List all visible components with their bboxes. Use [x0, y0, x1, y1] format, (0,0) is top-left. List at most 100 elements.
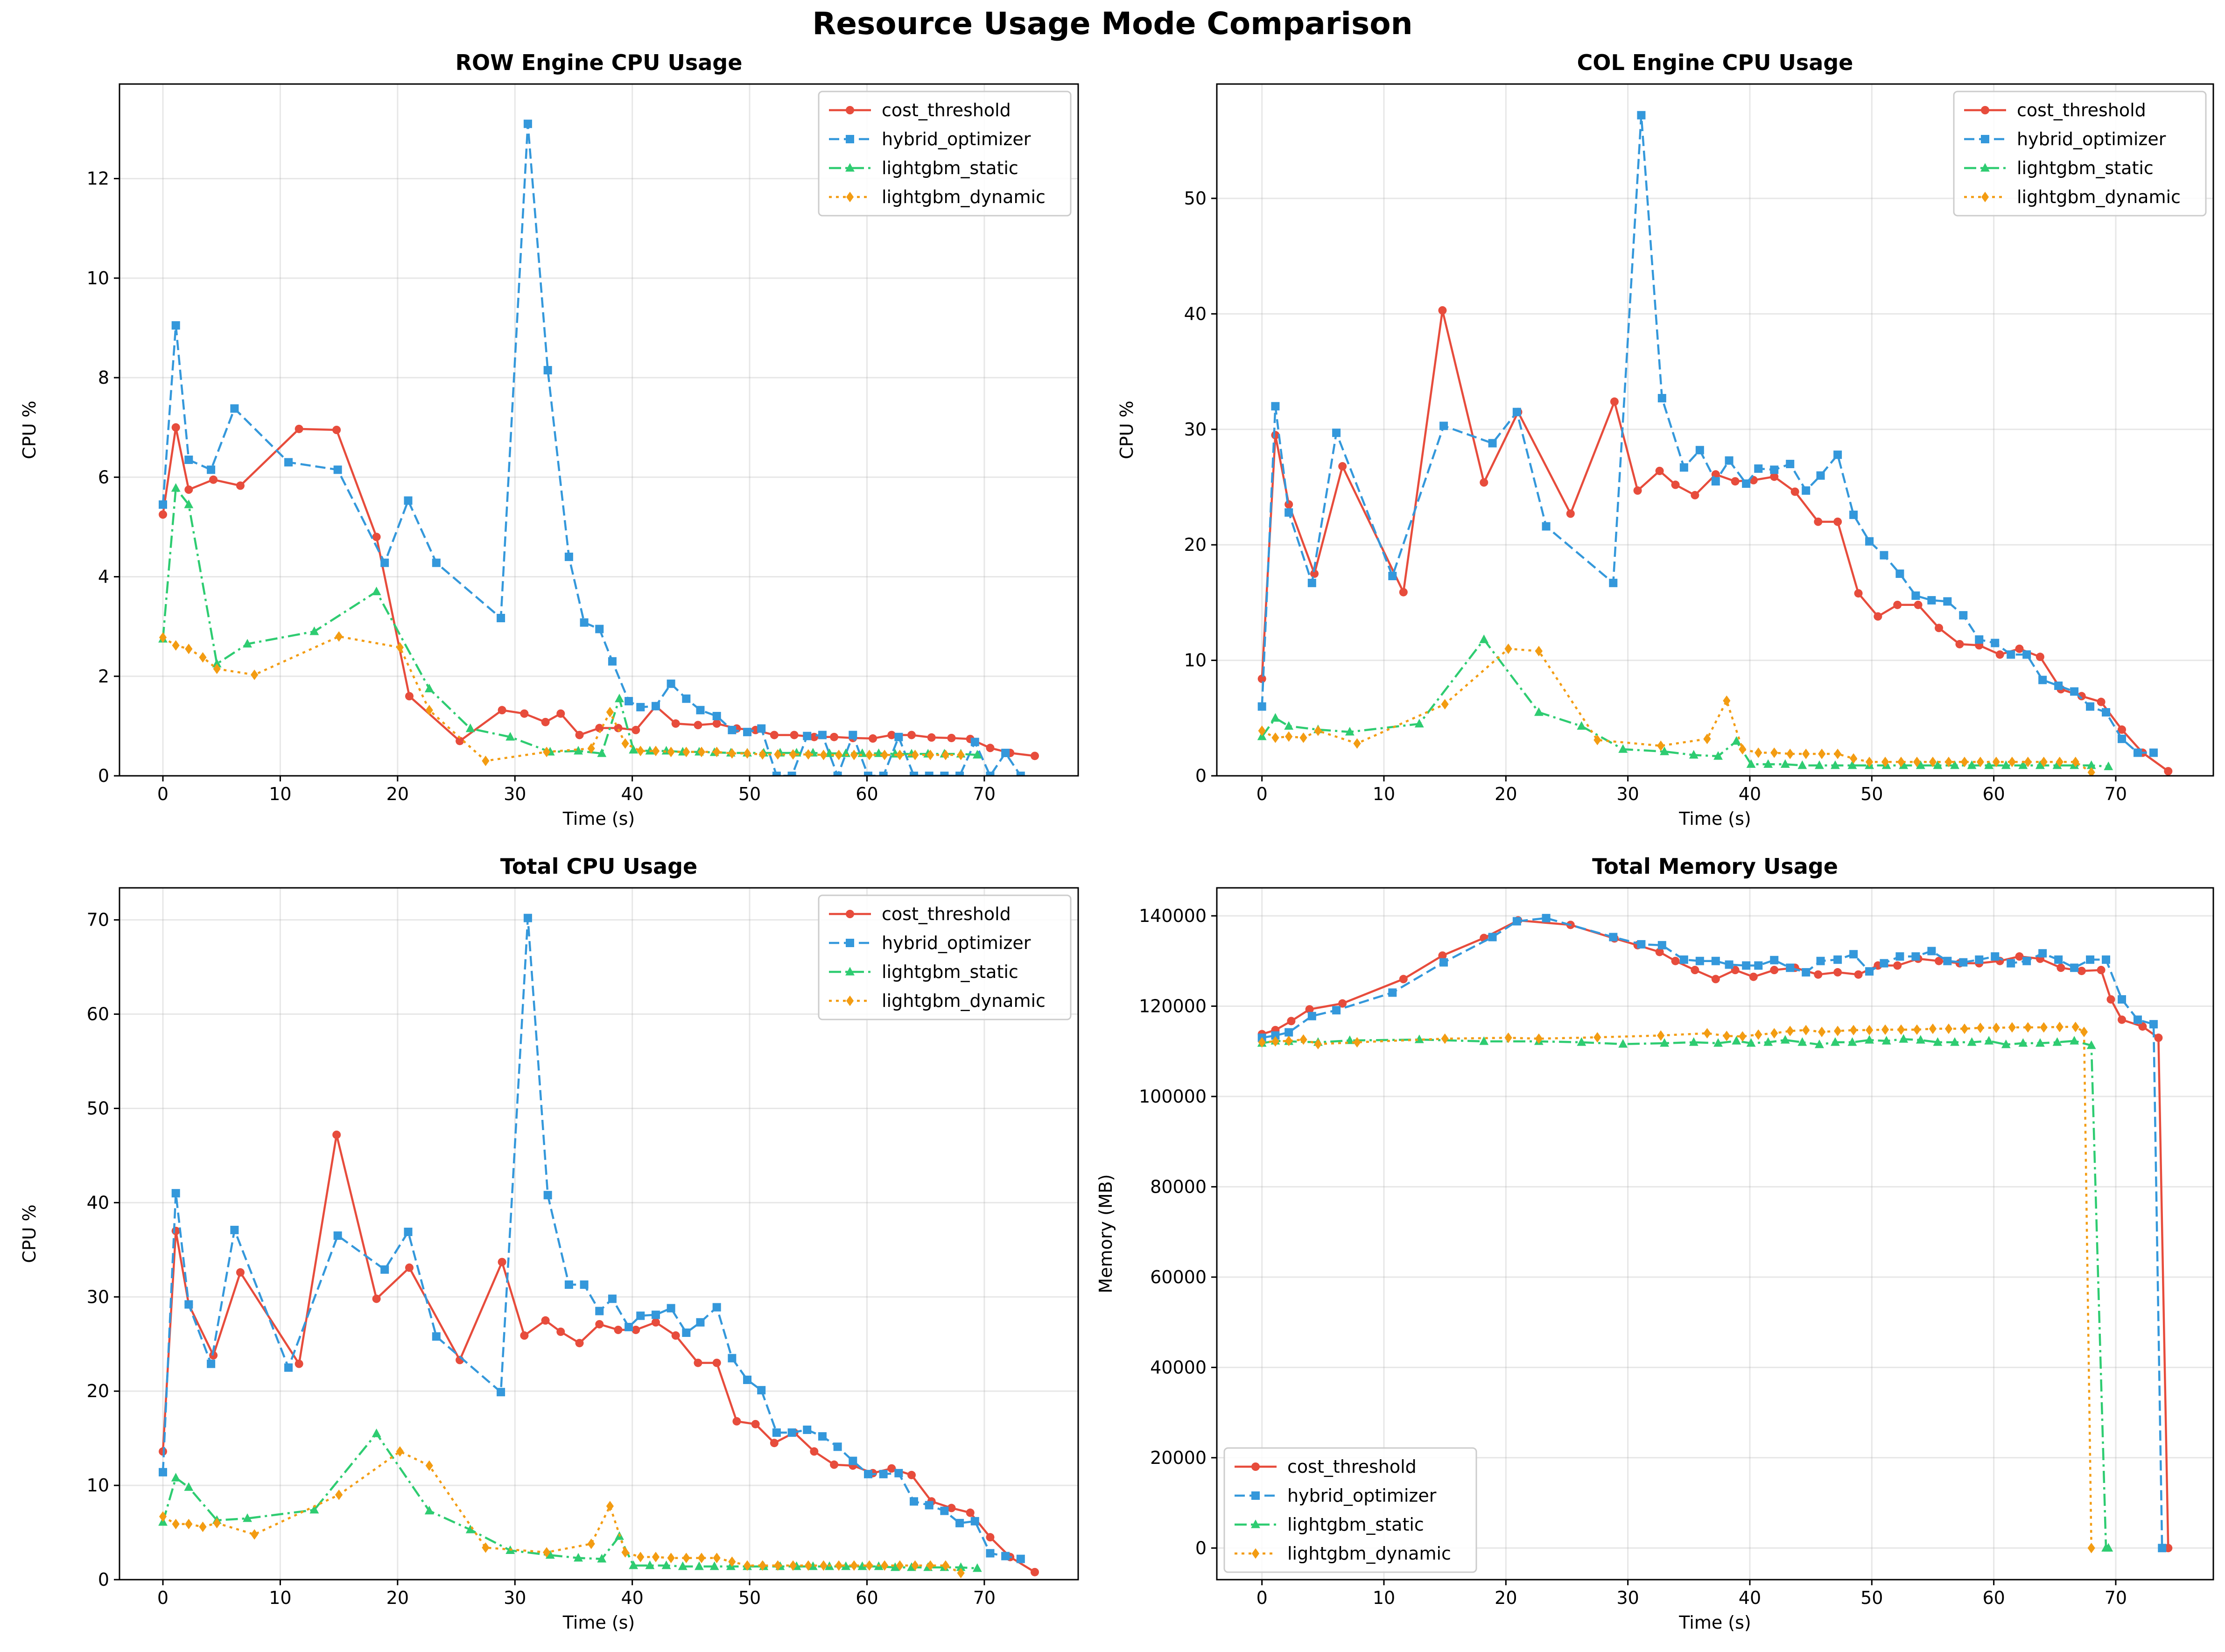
- series-line-lightgbm-static: [1261, 638, 2109, 768]
- data-point: [1711, 956, 1720, 965]
- data-point: [1847, 1037, 1857, 1046]
- data-point: [1271, 402, 1280, 411]
- legend-swatch-marker: [846, 995, 854, 1006]
- data-point: [1950, 760, 1959, 769]
- data-point: [1307, 578, 1316, 587]
- data-point: [1703, 733, 1711, 745]
- y-tick-label: 0: [98, 766, 109, 786]
- data-point: [1927, 947, 1936, 956]
- data-point: [1742, 961, 1751, 970]
- data-point: [1691, 966, 1699, 975]
- y-tick-label: 20: [1184, 534, 1207, 555]
- series-line-hybrid-optimizer: [161, 123, 1022, 776]
- data-point: [770, 1439, 779, 1448]
- legend-label: cost_threshold: [882, 100, 1011, 120]
- data-point: [1959, 958, 1968, 967]
- data-point: [726, 1561, 736, 1570]
- data-point: [2086, 1040, 2096, 1049]
- data-point: [789, 749, 797, 760]
- data-point: [575, 731, 584, 739]
- data-point: [910, 1497, 919, 1506]
- data-point: [212, 659, 222, 668]
- legend-swatch-marker: [1251, 1462, 1260, 1471]
- data-point: [2040, 757, 2048, 767]
- legend-item-lightgbm-dynamic: lightgbm_dynamic: [1964, 187, 2181, 207]
- data-point: [456, 737, 464, 745]
- data-point: [615, 693, 624, 703]
- data-point: [2087, 1543, 2095, 1554]
- data-point: [2052, 1037, 2062, 1046]
- data-point: [295, 1359, 303, 1368]
- x-tick-label: 10: [269, 784, 291, 804]
- data-point: [879, 1469, 888, 1478]
- data-point: [1913, 757, 1921, 767]
- data-point: [1689, 1037, 1699, 1046]
- data-point: [894, 732, 903, 741]
- x-tick-label: 0: [157, 1588, 168, 1608]
- data-point: [1865, 537, 1874, 546]
- data-point: [230, 1225, 239, 1234]
- data-point: [955, 772, 964, 776]
- legend-swatch-marker: [846, 939, 854, 947]
- data-point: [907, 1470, 916, 1479]
- data-point: [678, 1561, 688, 1570]
- data-point: [682, 694, 691, 703]
- y-tick-label: 100000: [1139, 1086, 1207, 1107]
- legend-label: hybrid_optimizer: [882, 129, 1031, 149]
- data-point: [207, 465, 216, 474]
- data-point: [1657, 941, 1666, 949]
- data-point: [865, 1560, 873, 1571]
- data-point: [199, 652, 207, 663]
- data-point: [1914, 600, 1923, 609]
- data-point: [1899, 1034, 1909, 1043]
- data-point: [1831, 1037, 1840, 1046]
- data-point: [1542, 522, 1551, 531]
- x-tick-label: 70: [2105, 784, 2127, 804]
- data-point: [2070, 687, 2079, 696]
- legend-swatch-marker: [845, 967, 855, 976]
- data-point: [185, 1518, 193, 1530]
- chart-title: Total CPU Usage: [500, 854, 697, 879]
- data-point: [955, 1518, 964, 1527]
- y-axis-label: CPU %: [19, 401, 40, 459]
- data-point: [1780, 759, 1790, 768]
- data-point: [2054, 682, 2063, 690]
- data-point: [1695, 956, 1704, 965]
- y-tick-label: 6: [98, 467, 109, 487]
- data-point: [284, 458, 293, 467]
- legend-swatch-marker: [1251, 1548, 1260, 1559]
- data-point: [243, 639, 252, 648]
- data-point: [1679, 955, 1688, 964]
- data-point: [1399, 588, 1408, 597]
- data-point: [894, 1469, 903, 1477]
- x-tick-label: 70: [973, 784, 996, 804]
- data-point: [213, 663, 221, 675]
- data-point: [372, 1428, 381, 1437]
- legend-swatch-marker: [1251, 1491, 1260, 1500]
- series-lightgbm-dynamic: [1258, 1021, 2095, 1554]
- data-point: [637, 745, 645, 756]
- data-point: [835, 749, 843, 760]
- data-point: [1895, 569, 1904, 578]
- data-point: [1353, 1037, 1361, 1048]
- data-point: [887, 731, 896, 739]
- data-point: [1746, 759, 1756, 768]
- data-point: [1975, 955, 1984, 964]
- data-point: [1950, 1037, 1959, 1046]
- data-point: [1976, 1022, 1984, 1033]
- legend-item-lightgbm-static: lightgbm_static: [829, 962, 1018, 982]
- series-line-lightgbm-dynamic: [1261, 647, 2092, 773]
- y-tick-label: 60000: [1150, 1267, 1207, 1287]
- data-point: [1284, 721, 1294, 730]
- x-tick-label: 70: [2105, 1588, 2127, 1608]
- data-point: [2086, 702, 2095, 711]
- data-point: [887, 1464, 896, 1473]
- legend-item-hybrid-optimizer: hybrid_optimizer: [1235, 1485, 1437, 1506]
- data-point: [1849, 510, 1858, 519]
- data-point: [621, 738, 629, 749]
- data-point: [966, 1508, 975, 1517]
- data-point: [2018, 760, 2028, 769]
- data-point: [1657, 740, 1665, 751]
- data-point: [957, 749, 965, 760]
- y-tick-label: 12: [87, 169, 109, 189]
